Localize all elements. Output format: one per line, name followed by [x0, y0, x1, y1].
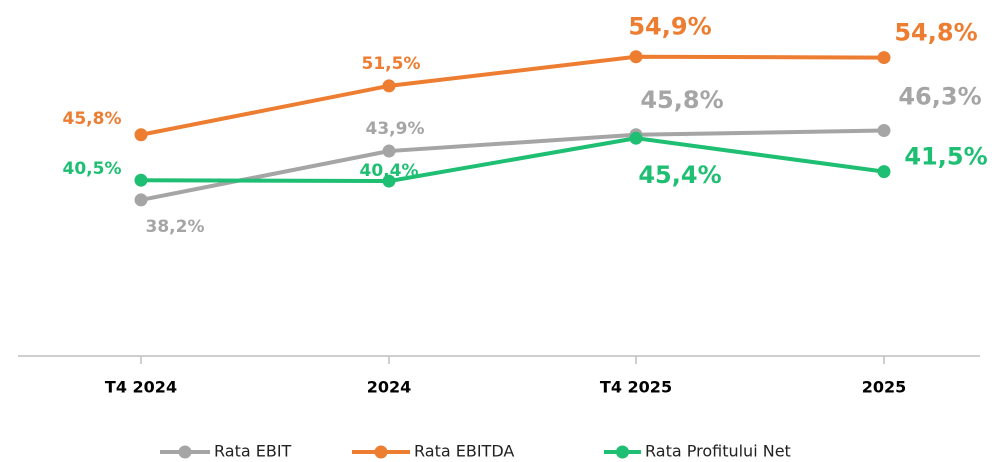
data-label: 40,4% [360, 161, 419, 181]
legend-marker [616, 445, 629, 459]
point [629, 131, 643, 145]
x-tick-label: 2024 [367, 378, 412, 397]
point [629, 50, 643, 64]
point [877, 165, 891, 179]
data-label: 45,8% [63, 109, 122, 129]
point [382, 174, 396, 188]
legend-marker [178, 445, 192, 459]
data-label: 41,5% [904, 143, 987, 171]
legend-label: Rata Profitului Net [645, 442, 791, 461]
x-tick-label: 2025 [862, 378, 907, 397]
data-label: 54,8% [894, 19, 977, 47]
data-label: 46,3% [898, 82, 981, 110]
series-line [140, 54, 885, 137]
point [382, 144, 396, 158]
point [382, 79, 396, 93]
data-label: 38,2% [146, 217, 205, 237]
series-line [140, 136, 885, 184]
point [877, 123, 891, 137]
legend-label: Rata EBIT [214, 442, 292, 461]
point [134, 193, 148, 207]
point [134, 128, 148, 142]
data-label: 43,9% [366, 119, 425, 139]
series-line [140, 128, 885, 202]
data-label: 40,5% [63, 159, 122, 179]
legend-marker [374, 445, 388, 459]
point [134, 173, 148, 187]
x-tick-label: T4 2024 [105, 378, 177, 397]
legend-label: Rata EBITDA [414, 442, 514, 461]
data-label: 54,9% [628, 13, 711, 41]
data-label: 45,4% [638, 161, 721, 189]
data-label: 45,8% [640, 86, 723, 114]
data-label: 51,5% [362, 54, 421, 74]
x-tick-label: T4 2025 [600, 378, 672, 397]
point [877, 51, 891, 65]
